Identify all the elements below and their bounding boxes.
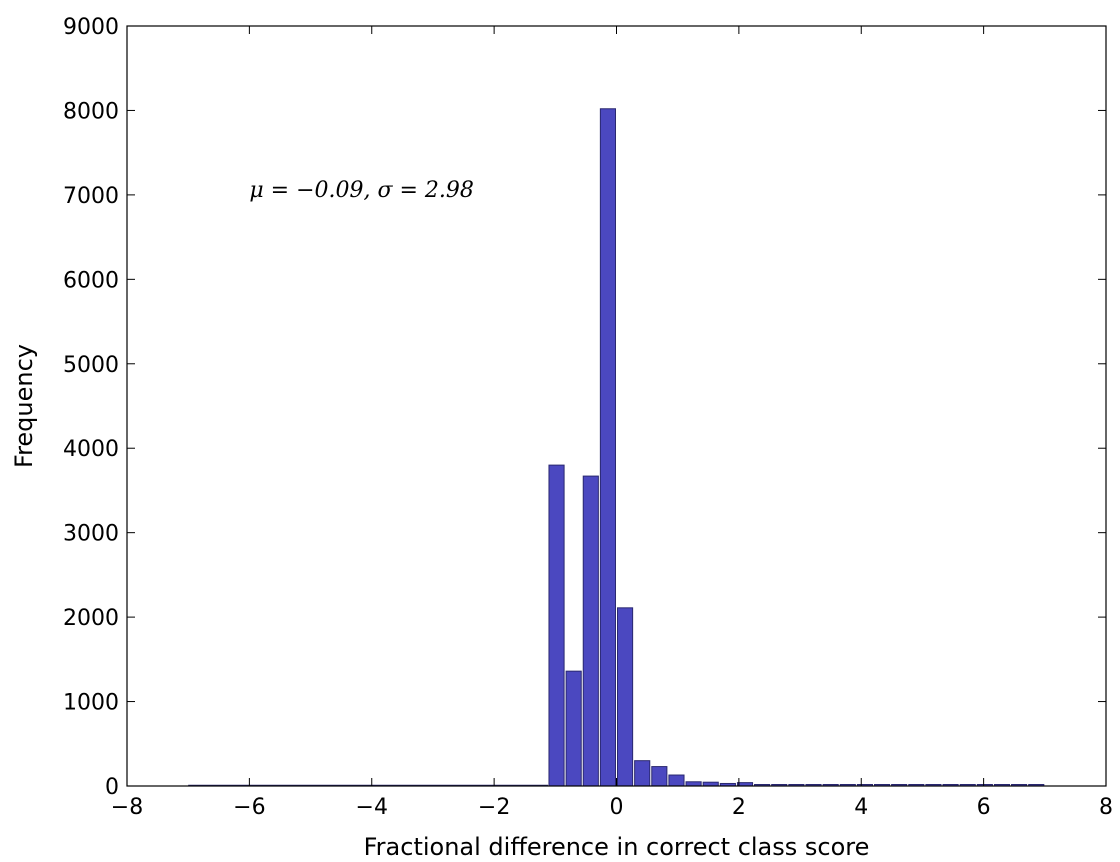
x-tick-label: −4 — [356, 795, 388, 820]
histogram-bar — [617, 607, 634, 787]
stats-annotation: μ = −0.09, σ = 2.98 — [249, 178, 474, 203]
histogram-bar — [565, 670, 582, 787]
x-tick-label: 2 — [732, 795, 746, 820]
y-tick-label: 6000 — [63, 268, 119, 293]
histogram-bar — [582, 475, 599, 787]
x-tick-label: 8 — [1099, 795, 1113, 820]
y-tick-label: 5000 — [63, 353, 119, 378]
plot-area-frame — [126, 25, 1107, 787]
y-axis-label: Frequency — [10, 344, 38, 468]
y-tick-label: 1000 — [63, 691, 119, 716]
y-tick-label: 7000 — [63, 184, 119, 209]
x-axis-ticks: −8 −6 −4 −2 0 2 4 6 8 — [111, 26, 1113, 820]
y-tick-label: 4000 — [63, 437, 119, 462]
y-tick-label: 3000 — [63, 522, 119, 547]
histogram-bar — [651, 766, 668, 787]
histogram-bar — [548, 464, 565, 787]
x-tick-label: −2 — [478, 795, 510, 820]
x-tick-label: −8 — [111, 795, 143, 820]
histogram-bar — [634, 760, 651, 787]
y-tick-label: 2000 — [63, 606, 119, 631]
x-axis-label: Fractional difference in correct class s… — [364, 833, 870, 861]
y-tick-label: 0 — [105, 775, 119, 800]
y-tick-label: 8000 — [63, 99, 119, 124]
x-tick-label: 0 — [610, 795, 624, 820]
bars-group — [188, 108, 1045, 787]
y-axis-ticks: 0 1000 2000 3000 4000 5000 6000 7000 8000 9000 — [63, 15, 1106, 800]
x-tick-label: 6 — [977, 795, 991, 820]
y-tick-label: 9000 — [63, 15, 119, 40]
x-tick-label: 4 — [854, 795, 868, 820]
histogram-bar — [599, 108, 616, 787]
histogram-bar — [685, 781, 702, 787]
histogram-bar — [668, 774, 685, 787]
x-tick-label: −6 — [233, 795, 265, 820]
